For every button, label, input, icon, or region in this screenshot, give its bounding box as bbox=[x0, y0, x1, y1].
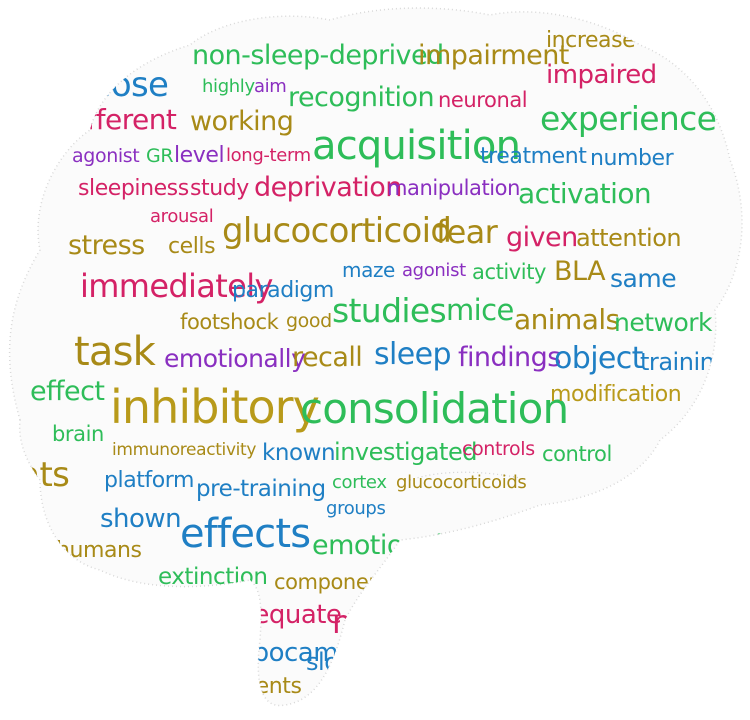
word: effect bbox=[30, 376, 105, 407]
word: platform bbox=[104, 468, 194, 493]
word: findings bbox=[458, 342, 561, 373]
word: same bbox=[610, 264, 677, 293]
word: humans bbox=[56, 538, 142, 563]
word: inhibitory bbox=[110, 380, 319, 434]
word: recognition bbox=[288, 82, 435, 113]
word: impaired bbox=[546, 60, 657, 90]
word: maze bbox=[342, 258, 395, 282]
word: given bbox=[506, 222, 578, 253]
word: working bbox=[190, 106, 294, 137]
word: groups bbox=[326, 498, 386, 519]
word: modification bbox=[550, 382, 682, 407]
word: experience bbox=[540, 99, 717, 138]
word: acquisition bbox=[312, 123, 521, 169]
word: study bbox=[190, 176, 249, 201]
word: level bbox=[174, 143, 225, 168]
word: impairment bbox=[418, 40, 569, 71]
word: BLA bbox=[554, 256, 606, 287]
word: shown bbox=[100, 504, 182, 534]
word: cells bbox=[168, 234, 216, 259]
word: neuronal bbox=[438, 88, 528, 112]
word: agonist bbox=[72, 145, 140, 167]
word: non-sleep-deprived bbox=[192, 40, 444, 71]
word: deprivation bbox=[254, 172, 402, 203]
word: long-term bbox=[226, 145, 311, 166]
word: effects bbox=[180, 511, 311, 557]
word: glucocorticoids bbox=[396, 472, 527, 493]
word: emotionally bbox=[164, 344, 306, 373]
word: cortex bbox=[332, 472, 387, 493]
word: consolidation bbox=[300, 384, 569, 433]
word: control bbox=[542, 442, 612, 466]
word: brain bbox=[52, 422, 104, 446]
word: investigated bbox=[334, 438, 478, 466]
word: aim bbox=[254, 76, 287, 97]
word: fear bbox=[436, 213, 498, 251]
word: GR bbox=[146, 145, 174, 167]
word: increase bbox=[546, 28, 636, 53]
word: stress bbox=[68, 230, 145, 261]
word: paradigm bbox=[232, 278, 334, 303]
word: number bbox=[590, 146, 674, 171]
word: studies bbox=[332, 291, 447, 330]
word: sleep bbox=[374, 337, 451, 372]
word: mice bbox=[446, 293, 514, 327]
word: sleepiness bbox=[78, 176, 189, 201]
word: recall bbox=[292, 342, 363, 373]
word: activity bbox=[472, 260, 547, 284]
word: arousal bbox=[150, 206, 214, 227]
word: network bbox=[614, 308, 713, 337]
word: immunoreactivity bbox=[112, 440, 257, 460]
word: activation bbox=[518, 177, 652, 210]
word: controls bbox=[462, 438, 535, 460]
word: good bbox=[286, 310, 332, 332]
word: highly bbox=[202, 76, 255, 97]
word: known bbox=[262, 440, 336, 466]
word: animals bbox=[514, 303, 620, 336]
word: attention bbox=[576, 224, 682, 252]
word: object bbox=[554, 341, 643, 376]
word: task bbox=[74, 329, 155, 375]
word: glucocorticoid bbox=[222, 211, 452, 251]
word: pre-training bbox=[196, 476, 326, 502]
word: immediately bbox=[80, 267, 273, 305]
word: agonist bbox=[402, 260, 466, 281]
word: treatment bbox=[480, 144, 587, 169]
word: manipulation bbox=[387, 176, 520, 200]
word: footshock bbox=[180, 310, 279, 334]
word: component bbox=[274, 570, 390, 594]
